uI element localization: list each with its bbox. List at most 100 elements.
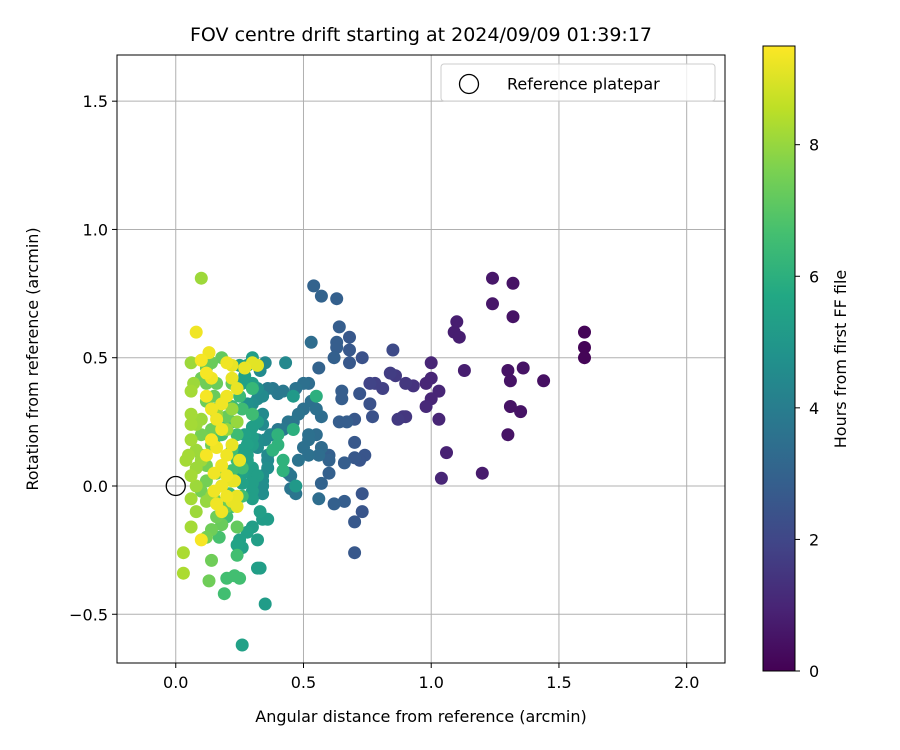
data-point <box>184 417 198 431</box>
data-point <box>225 402 239 416</box>
data-point <box>399 376 413 390</box>
data-point <box>276 453 290 467</box>
data-point <box>184 356 198 370</box>
data-point <box>210 412 224 426</box>
data-point <box>457 364 471 377</box>
data-point <box>194 353 208 367</box>
data-point <box>335 392 349 406</box>
data-point <box>184 384 198 398</box>
x-tick-label: 1.0 <box>418 673 443 692</box>
data-point <box>199 366 213 380</box>
data-point <box>348 451 362 465</box>
data-point <box>199 389 213 403</box>
data-point <box>205 433 218 447</box>
data-point <box>516 361 530 375</box>
chart-title: FOV centre drift starting at 2024/09/09 … <box>190 24 652 46</box>
data-point <box>189 325 203 339</box>
data-point <box>194 428 208 442</box>
data-point <box>363 397 377 411</box>
data-point <box>348 515 362 529</box>
x-tick-label: 0.5 <box>291 673 316 692</box>
data-point <box>355 351 369 365</box>
data-point <box>343 330 356 344</box>
data-point <box>503 400 517 413</box>
data-point <box>452 330 466 344</box>
data-point <box>207 484 221 498</box>
y-tick-label: −0.5 <box>69 605 108 624</box>
colorbar-tick-label: 6 <box>809 267 819 286</box>
data-point <box>184 469 198 483</box>
data-point <box>199 448 213 462</box>
data-point <box>486 297 499 311</box>
data-point <box>220 489 234 503</box>
data-point <box>253 561 267 575</box>
data-point <box>276 464 290 478</box>
data-point <box>302 448 316 462</box>
data-point <box>506 276 520 290</box>
data-point <box>578 325 591 339</box>
axis-ticks: 0.0 0.5 1.0 1.5 2.0 −0.5 0.0 0.5 1.0 1.5 <box>69 92 699 692</box>
data-point <box>314 476 328 490</box>
data-point <box>312 361 326 375</box>
data-point <box>215 505 229 519</box>
data-point <box>353 387 367 401</box>
colorbar: 0 2 4 6 8 Hours from first FF file <box>762 45 850 681</box>
legend-box <box>440 63 716 102</box>
data-point <box>327 351 341 365</box>
data-point <box>230 538 244 552</box>
data-point <box>235 402 249 416</box>
data-point <box>253 505 267 519</box>
data-point <box>266 443 280 457</box>
plot-frame <box>116 54 726 664</box>
data-point <box>322 466 336 480</box>
data-point <box>289 479 303 493</box>
legend-entry-label: Reference platepar <box>507 75 660 94</box>
data-point <box>363 376 377 390</box>
data-point <box>256 487 270 501</box>
data-point <box>233 571 247 585</box>
data-point <box>450 315 464 329</box>
data-point <box>230 415 244 429</box>
data-point <box>205 553 218 567</box>
data-point <box>309 402 323 416</box>
colorbar-label: Hours from first FF file <box>831 270 850 449</box>
data-point <box>348 546 362 560</box>
data-point <box>271 428 285 442</box>
x-tick-label: 0.0 <box>163 673 188 692</box>
data-point <box>230 489 244 503</box>
data-point <box>184 520 198 534</box>
data-point <box>245 492 259 506</box>
data-point <box>391 412 405 426</box>
data-point <box>205 402 218 416</box>
data-point <box>537 374 551 388</box>
data-point <box>230 548 244 562</box>
data-point <box>386 343 400 357</box>
reference-platepar-marker <box>165 475 186 497</box>
data-point <box>309 389 323 403</box>
data-point <box>314 289 328 303</box>
data-point <box>245 407 259 421</box>
data-point <box>217 587 231 601</box>
data-point <box>348 435 362 449</box>
data-point <box>327 497 341 511</box>
data-point <box>343 343 356 357</box>
data-point <box>307 279 321 293</box>
data-point <box>355 505 369 519</box>
data-point <box>337 456 351 470</box>
data-point <box>194 533 208 547</box>
y-axis-label: Rotation from reference (arcmin) <box>23 227 42 490</box>
data-point <box>179 453 193 467</box>
colorbar-tick-label: 0 <box>809 662 819 681</box>
data-point <box>230 382 244 395</box>
colorbar-tick-label: 2 <box>809 530 819 549</box>
data-point <box>424 371 438 385</box>
data-point <box>184 492 198 506</box>
data-point <box>230 428 244 442</box>
y-tick-label: 0.0 <box>83 477 108 496</box>
data-point <box>207 466 221 480</box>
data-point <box>337 494 351 508</box>
data-point <box>245 382 259 395</box>
data-point <box>184 407 198 421</box>
data-point <box>220 469 234 483</box>
